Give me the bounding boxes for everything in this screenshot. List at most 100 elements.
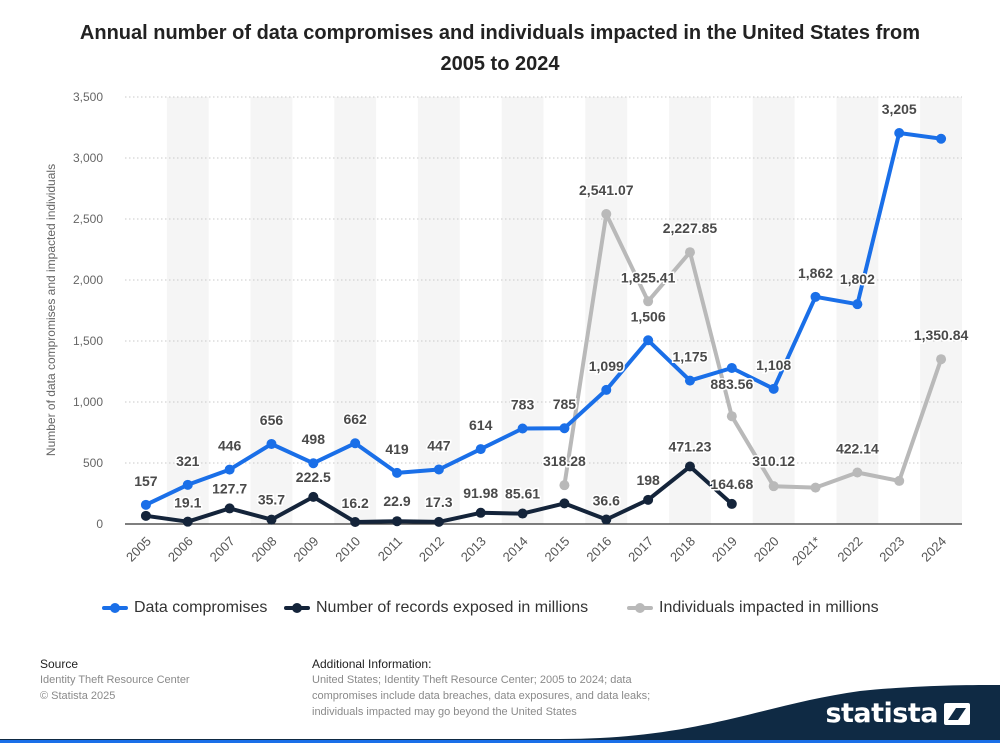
data-label: 471.23 xyxy=(669,439,712,455)
data-point xyxy=(726,498,737,509)
statista-logo[interactable]: statista xyxy=(825,698,970,729)
data-point xyxy=(224,464,235,475)
x-tick-label: 2014 xyxy=(500,534,531,565)
legend-dot xyxy=(292,603,302,613)
y-tick-label: 3,000 xyxy=(73,151,103,165)
data-point xyxy=(810,482,821,493)
legend-item-records-exposed[interactable]: Number of records exposed in millions xyxy=(284,598,588,618)
legend-item-data-compromises[interactable]: Data compromises xyxy=(102,598,267,618)
data-point xyxy=(182,516,193,527)
data-point xyxy=(224,503,235,514)
data-point xyxy=(936,133,947,144)
column-band xyxy=(334,97,377,524)
data-point xyxy=(392,467,403,478)
additional-info-line: individuals impacted may go beyond the U… xyxy=(312,706,577,718)
y-tick-label: 2,000 xyxy=(73,273,103,287)
data-label: 321 xyxy=(176,453,200,469)
data-label: 310.12 xyxy=(752,453,795,469)
data-label: 662 xyxy=(343,411,367,427)
y-tick-label: 2,500 xyxy=(73,212,103,226)
legend-swatch-icon xyxy=(284,598,310,618)
data-point xyxy=(601,514,612,525)
data-label: 1,862 xyxy=(798,265,833,281)
data-label: 783 xyxy=(511,396,535,412)
x-tick-label: 2021* xyxy=(789,534,824,569)
legend-swatch-icon xyxy=(627,598,653,618)
data-label: 164.68 xyxy=(710,476,753,492)
data-point xyxy=(517,423,528,434)
data-label: 1,099 xyxy=(589,358,624,374)
data-point xyxy=(266,438,277,449)
legend-dot xyxy=(635,603,645,613)
data-point xyxy=(601,384,612,395)
data-point xyxy=(643,494,654,505)
series-line xyxy=(143,131,944,507)
data-point xyxy=(852,299,863,310)
source-line[interactable]: Identity Theft Resource Center xyxy=(40,674,190,686)
data-point xyxy=(266,514,277,525)
data-point xyxy=(643,335,654,346)
data-point xyxy=(559,423,570,434)
x-tick-label: 2013 xyxy=(458,534,489,565)
legend-label: Individuals impacted in millions xyxy=(659,599,879,616)
data-point xyxy=(936,354,947,365)
additional-info-block: Additional Information: United States; I… xyxy=(312,656,650,720)
data-point xyxy=(894,475,905,486)
data-point xyxy=(726,362,737,373)
x-tick-label: 2008 xyxy=(249,534,280,565)
footer-wave-decoration xyxy=(0,685,1000,743)
column-band xyxy=(752,97,795,524)
data-label: 157 xyxy=(134,473,158,489)
y-tick-label: 3,500 xyxy=(73,90,103,104)
data-point xyxy=(433,464,444,475)
y-tick-label: 500 xyxy=(83,456,103,470)
data-point xyxy=(684,375,695,386)
statista-logo-icon xyxy=(944,702,970,725)
data-label: 446 xyxy=(218,438,242,454)
x-tick-label: 2009 xyxy=(290,534,321,565)
data-point xyxy=(140,510,151,521)
chart-title: Annual number of data compromises and in… xyxy=(79,22,921,75)
x-tick-label: 2006 xyxy=(165,534,196,565)
data-point xyxy=(308,458,319,469)
data-point xyxy=(308,491,319,502)
data-label: 222.5 xyxy=(296,469,331,485)
column-band xyxy=(920,97,962,524)
column-band xyxy=(836,97,879,524)
data-label: 1,175 xyxy=(672,349,707,365)
y-axis-ticks: 0 500 1,000 1,500 2,000 2,500 3,000 3,500 xyxy=(73,90,103,531)
x-tick-label: 2018 xyxy=(667,534,698,565)
additional-info-heading: Additional Information: xyxy=(312,657,432,671)
data-label: 1,350.84 xyxy=(914,327,969,343)
series-line xyxy=(562,212,944,490)
data-point xyxy=(392,516,403,527)
data-point xyxy=(559,498,570,509)
data-point xyxy=(182,479,193,490)
data-point xyxy=(643,296,654,307)
additional-info-line: United States; Identity Theft Resource C… xyxy=(312,674,632,686)
column-bands xyxy=(166,97,962,524)
data-label: 1,825.41 xyxy=(621,269,676,285)
source-heading: Source xyxy=(40,657,79,671)
legend-label: Number of records exposed in millions xyxy=(316,599,589,616)
data-point xyxy=(350,517,361,528)
data-point xyxy=(475,507,486,518)
data-point xyxy=(601,208,612,219)
data-label: 656 xyxy=(260,412,284,428)
legend-item-individuals-impacted[interactable]: Individuals impacted in millions xyxy=(627,598,879,618)
x-tick-label: 2012 xyxy=(416,534,447,565)
data-label: 91.98 xyxy=(463,485,498,501)
legend-label: Data compromises xyxy=(134,599,268,616)
data-label: 1,506 xyxy=(631,308,666,324)
data-point xyxy=(768,481,779,492)
x-tick-label: 2019 xyxy=(709,534,740,565)
data-point xyxy=(140,499,151,510)
column-band xyxy=(250,97,293,524)
data-point xyxy=(559,480,570,491)
data-label: 785 xyxy=(553,396,577,412)
series-layer xyxy=(140,127,947,528)
y-tick-label: 1,500 xyxy=(73,334,103,348)
x-tick-label: 2017 xyxy=(625,534,656,565)
data-label: 1,802 xyxy=(840,271,875,287)
x-tick-label: 2023 xyxy=(876,534,907,565)
